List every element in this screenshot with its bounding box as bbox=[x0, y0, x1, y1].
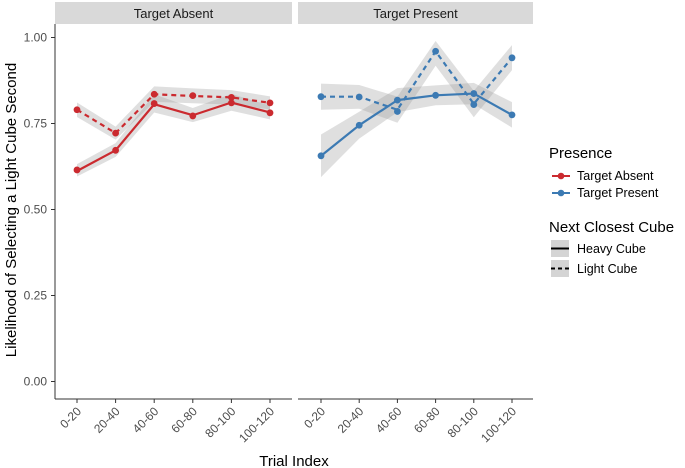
panel-target-absent bbox=[73, 86, 274, 177]
panel-target-present bbox=[317, 40, 516, 178]
legend-label-target-present: Target Present bbox=[577, 186, 659, 200]
data-point-target-absent-heavy-cube bbox=[189, 112, 197, 120]
data-point-target-absent-heavy-cube bbox=[112, 146, 119, 154]
legend-cube-title: Next Closest Cube bbox=[549, 219, 674, 236]
data-point-target-absent-light-cube bbox=[150, 90, 158, 98]
data-point-target-absent-light-cube bbox=[266, 99, 274, 107]
legend-cube: Next Closest Cube Heavy Cube Light Cube bbox=[549, 219, 674, 277]
legend-presence: Presence Target Absent Target Present bbox=[549, 145, 659, 200]
x-tick-label: 60-80 bbox=[168, 404, 200, 436]
x-tick-label: 40-60 bbox=[373, 404, 405, 436]
data-point-target-present-light-cube bbox=[317, 93, 325, 101]
strip-label-target-present: Target Present bbox=[373, 6, 458, 21]
x-tick-label: 20-40 bbox=[91, 404, 123, 436]
data-point-target-present-heavy-cube bbox=[394, 96, 401, 104]
x-tick-label: 80-100 bbox=[445, 404, 482, 441]
strip-background-target-absent bbox=[55, 2, 292, 24]
series-line-target-absent-light-cube bbox=[76, 93, 271, 135]
data-point-target-present-light-cube bbox=[470, 101, 478, 108]
x-tick-label: 0-20 bbox=[57, 404, 84, 431]
legend-label-target-absent: Target Absent bbox=[577, 169, 654, 183]
strip-background-target-present bbox=[298, 2, 533, 24]
series-line-target-present-heavy-cube bbox=[320, 92, 513, 157]
y-axis-title: Likelihood of Selecting a Light Cube Sec… bbox=[3, 63, 20, 357]
x-tick-label: 0-20 bbox=[301, 404, 328, 431]
data-point-target-present-heavy-cube bbox=[317, 152, 325, 160]
ci-band-target-absent-heavy-cube bbox=[77, 93, 270, 177]
x-axis-title: Trial Index bbox=[259, 453, 329, 468]
y-tick-label: 1.00 bbox=[24, 31, 48, 45]
y-tick-label: 0.50 bbox=[24, 203, 48, 217]
data-point-target-present-light-cube bbox=[394, 108, 401, 115]
ci-band-target-absent-light-cube bbox=[77, 86, 270, 140]
legend-key-target-absent-point bbox=[557, 172, 565, 180]
data-point-target-present-heavy-cube bbox=[470, 90, 478, 97]
data-point-target-absent-heavy-cube bbox=[73, 166, 81, 174]
legend-label-light-cube: Light Cube bbox=[577, 262, 638, 276]
strip-label-target-absent: Target Absent bbox=[134, 6, 214, 21]
data-point-target-present-heavy-cube bbox=[432, 91, 439, 99]
series-line-target-present-light-cube bbox=[321, 50, 513, 111]
data-point-target-present-light-cube bbox=[432, 47, 439, 55]
x-tick-label: 80-100 bbox=[202, 404, 239, 441]
data-point-target-absent-heavy-cube bbox=[228, 99, 235, 107]
data-point-target-absent-light-cube bbox=[112, 129, 119, 137]
x-tick-label: 100-120 bbox=[236, 404, 277, 445]
x-tick-label: 100-120 bbox=[478, 404, 519, 445]
x-tick-label: 60-80 bbox=[411, 404, 443, 436]
data-point-target-present-light-cube bbox=[355, 93, 363, 101]
data-point-target-absent-light-cube bbox=[73, 106, 81, 114]
data-point-target-absent-heavy-cube bbox=[266, 109, 274, 117]
y-tick-label: 0.00 bbox=[24, 375, 48, 389]
data-point-target-absent-heavy-cube bbox=[150, 100, 158, 107]
data-point-target-absent-light-cube bbox=[228, 93, 235, 101]
y-tick-label: 0.75 bbox=[24, 117, 48, 131]
x-tick-label: 40-60 bbox=[130, 404, 162, 436]
data-point-target-present-heavy-cube bbox=[355, 121, 363, 129]
y-axis-ticks: 0.00 0.25 0.50 0.75 1.00 bbox=[24, 31, 55, 389]
ci-band-target-present-heavy-cube bbox=[321, 82, 512, 178]
data-point-target-absent-light-cube bbox=[189, 92, 197, 100]
legend-key-target-present-point bbox=[557, 189, 565, 197]
data-point-target-present-light-cube bbox=[508, 54, 516, 62]
legend-presence-title: Presence bbox=[549, 145, 612, 162]
x-tick-label: 20-40 bbox=[335, 404, 367, 436]
legend-label-heavy-cube: Heavy Cube bbox=[577, 242, 646, 256]
data-point-target-present-heavy-cube bbox=[508, 111, 516, 119]
series-line-target-absent-heavy-cube bbox=[76, 101, 271, 172]
y-tick-label: 0.25 bbox=[24, 289, 48, 303]
